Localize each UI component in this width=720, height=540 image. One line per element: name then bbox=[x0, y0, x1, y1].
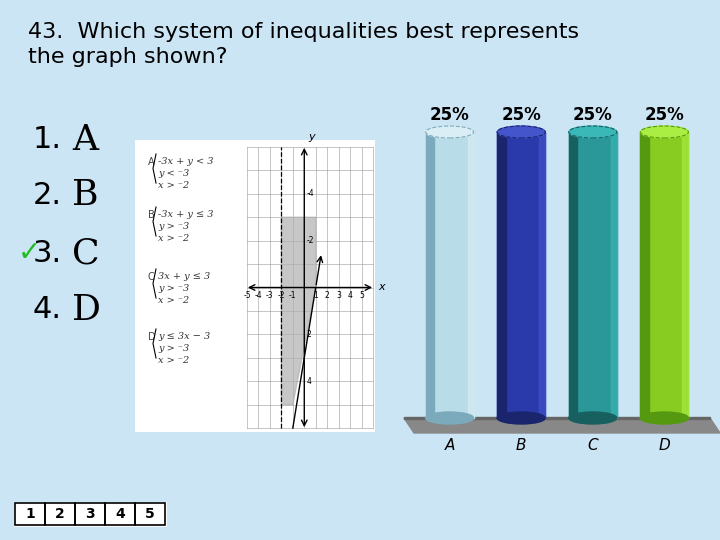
Bar bbox=[15, 503, 165, 525]
Text: B: B bbox=[72, 178, 99, 212]
Bar bbox=[75, 503, 105, 525]
Text: -2: -2 bbox=[306, 236, 314, 245]
Text: -1: -1 bbox=[289, 291, 297, 300]
Bar bbox=[135, 503, 165, 525]
Text: -4: -4 bbox=[255, 291, 262, 300]
Text: 3: 3 bbox=[336, 291, 341, 300]
Text: -5: -5 bbox=[243, 291, 251, 300]
Text: 1.: 1. bbox=[33, 125, 62, 154]
Text: B: B bbox=[148, 210, 155, 220]
Bar bbox=[498, 132, 545, 418]
Bar bbox=[45, 503, 75, 525]
Text: B: B bbox=[516, 438, 526, 453]
Text: y > ⁻3: y > ⁻3 bbox=[158, 284, 189, 293]
Text: y ≤ 3x − 3: y ≤ 3x − 3 bbox=[158, 332, 210, 341]
Text: 4: 4 bbox=[115, 507, 125, 521]
Bar bbox=[539, 132, 545, 418]
Bar bbox=[467, 132, 474, 418]
Ellipse shape bbox=[640, 412, 688, 424]
Ellipse shape bbox=[498, 412, 545, 424]
Text: y < ⁻3: y < ⁻3 bbox=[158, 169, 189, 178]
Bar bbox=[498, 132, 506, 418]
Text: 25%: 25% bbox=[501, 106, 541, 124]
Text: x: x bbox=[378, 281, 384, 292]
Text: 3.: 3. bbox=[33, 239, 62, 267]
Text: y > ⁻3: y > ⁻3 bbox=[158, 344, 189, 353]
Bar bbox=[15, 503, 45, 525]
Bar bbox=[426, 132, 474, 418]
Text: D: D bbox=[148, 332, 156, 342]
Text: -3x + y < 3: -3x + y < 3 bbox=[158, 157, 214, 166]
Bar bbox=[569, 132, 617, 418]
Text: 1: 1 bbox=[25, 507, 35, 521]
Text: 25%: 25% bbox=[573, 106, 613, 124]
Text: 43.  Which system of inequalities best represents: 43. Which system of inequalities best re… bbox=[28, 22, 579, 42]
Text: -3x + y ≤ 3: -3x + y ≤ 3 bbox=[158, 210, 214, 219]
Text: 5: 5 bbox=[145, 507, 155, 521]
Text: C: C bbox=[72, 236, 99, 270]
Text: 2: 2 bbox=[55, 507, 65, 521]
Text: y > ⁻3: y > ⁻3 bbox=[158, 222, 189, 231]
Ellipse shape bbox=[426, 126, 474, 138]
Text: x > ⁻2: x > ⁻2 bbox=[158, 181, 189, 190]
Text: 4: 4 bbox=[306, 377, 311, 386]
Bar bbox=[640, 132, 649, 418]
Bar bbox=[683, 132, 688, 418]
Bar bbox=[426, 132, 434, 418]
Text: x > ⁻2: x > ⁻2 bbox=[158, 356, 189, 365]
Ellipse shape bbox=[498, 126, 545, 138]
Text: 25%: 25% bbox=[644, 106, 684, 124]
Bar bbox=[569, 132, 577, 418]
Ellipse shape bbox=[569, 412, 617, 424]
Text: x > ⁻2: x > ⁻2 bbox=[158, 296, 189, 305]
Text: 25%: 25% bbox=[430, 106, 469, 124]
Bar bbox=[611, 132, 617, 418]
Text: 3x + y ≤ 3: 3x + y ≤ 3 bbox=[158, 272, 210, 281]
Text: 1: 1 bbox=[313, 291, 318, 300]
Ellipse shape bbox=[640, 126, 688, 138]
Bar bbox=[105, 503, 135, 525]
Text: 2: 2 bbox=[325, 291, 330, 300]
Bar bbox=[135, 140, 375, 432]
Polygon shape bbox=[404, 418, 720, 433]
Text: C: C bbox=[588, 438, 598, 453]
Text: 2.: 2. bbox=[33, 180, 62, 210]
Text: A: A bbox=[72, 123, 98, 157]
Text: x > ⁻2: x > ⁻2 bbox=[158, 234, 189, 243]
Text: 5: 5 bbox=[359, 291, 364, 300]
Text: C: C bbox=[148, 272, 155, 282]
Text: D: D bbox=[72, 293, 101, 327]
Text: 4: 4 bbox=[348, 291, 353, 300]
Text: the graph shown?: the graph shown? bbox=[28, 47, 228, 67]
Text: -4: -4 bbox=[306, 190, 314, 198]
Text: -3: -3 bbox=[266, 291, 274, 300]
Text: y: y bbox=[308, 132, 315, 142]
Text: 4.: 4. bbox=[33, 295, 62, 325]
Text: 2: 2 bbox=[306, 330, 311, 339]
Text: A: A bbox=[444, 438, 455, 453]
Text: A: A bbox=[148, 157, 155, 167]
Text: 3: 3 bbox=[85, 507, 95, 521]
Bar bbox=[640, 132, 688, 418]
Bar bbox=[404, 417, 710, 419]
Text: ✓: ✓ bbox=[18, 239, 41, 267]
Text: -2: -2 bbox=[278, 291, 285, 300]
Polygon shape bbox=[282, 217, 316, 404]
Ellipse shape bbox=[426, 412, 474, 424]
Text: D: D bbox=[659, 438, 670, 453]
Ellipse shape bbox=[569, 126, 617, 138]
